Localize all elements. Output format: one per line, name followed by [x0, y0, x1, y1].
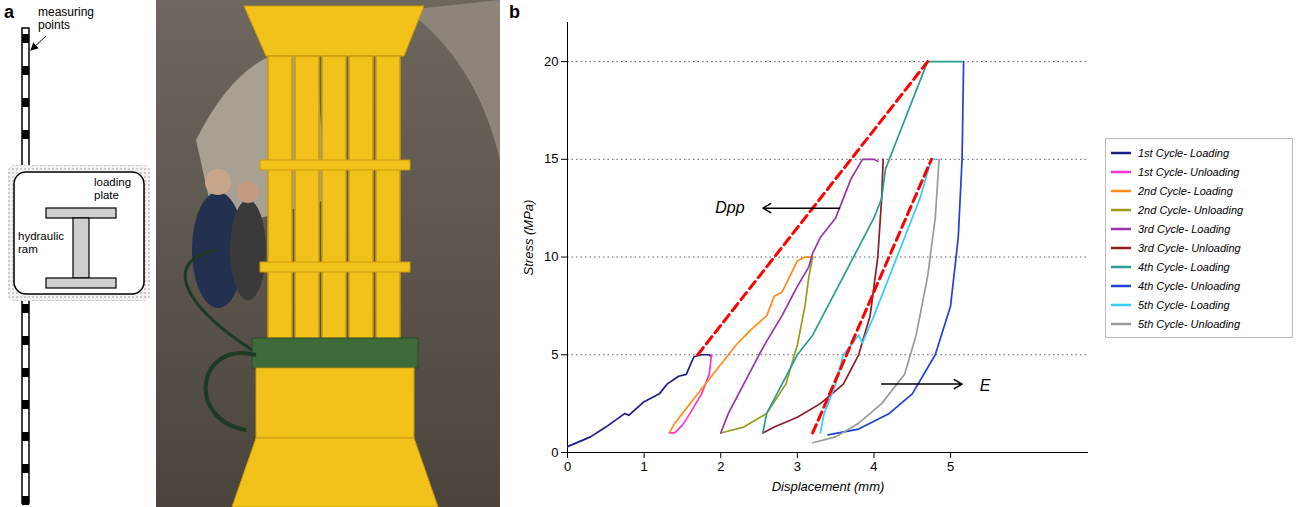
svg-text:20: 20	[544, 54, 558, 69]
html-text:2nd Cycle- Loading: 2nd Cycle- Loading	[1138, 184, 1233, 197]
svg-text:measuringpoints: measuringpoints	[38, 5, 94, 32]
svg-text:hydraulicram: hydraulicram	[18, 230, 64, 255]
html-text:a: a	[4, 2, 14, 22]
html-text:1st Cycle- Unloading: 1st Cycle- Unloading	[1138, 165, 1240, 178]
svg-text:3: 3	[794, 459, 801, 474]
html-text:3rd Cycle- Loading: 3rd Cycle- Loading	[1138, 222, 1231, 235]
svg-text:1: 1	[641, 459, 648, 474]
svg-text:15: 15	[544, 151, 558, 166]
svg-text:4: 4	[870, 459, 877, 474]
svg-text:10: 10	[544, 249, 558, 264]
svg-text:Stress (MPa): Stress (MPa)	[521, 200, 536, 276]
html-text:4th Cycle- Unloading: 4th Cycle- Unloading	[1138, 279, 1241, 292]
svg-text:E: E	[980, 377, 991, 394]
html-text:4th Cycle- Loading: 4th Cycle- Loading	[1138, 260, 1230, 273]
svg-text:loadingplate: loadingplate	[94, 176, 131, 201]
svg-text:0: 0	[551, 445, 558, 460]
svg-text:Dpp: Dpp	[715, 199, 744, 216]
html-text:b: b	[509, 2, 520, 22]
svg-text:2: 2	[717, 459, 724, 474]
html-text:5th Cycle- Unloading: 5th Cycle- Unloading	[1138, 317, 1241, 330]
html-text:1st Cycle- Loading: 1st Cycle- Loading	[1138, 146, 1230, 159]
svg-text:5: 5	[551, 347, 558, 362]
html-text:3rd Cycle- Unloading: 3rd Cycle- Unloading	[1138, 241, 1241, 254]
svg-text:0: 0	[564, 459, 571, 474]
html-text:2nd Cycle- Unloading: 2nd Cycle- Unloading	[1138, 203, 1244, 216]
html-text:5th Cycle- Loading: 5th Cycle- Loading	[1138, 298, 1230, 311]
svg-text:Displacement (mm): Displacement (mm)	[772, 479, 885, 494]
svg-text:5: 5	[947, 459, 954, 474]
